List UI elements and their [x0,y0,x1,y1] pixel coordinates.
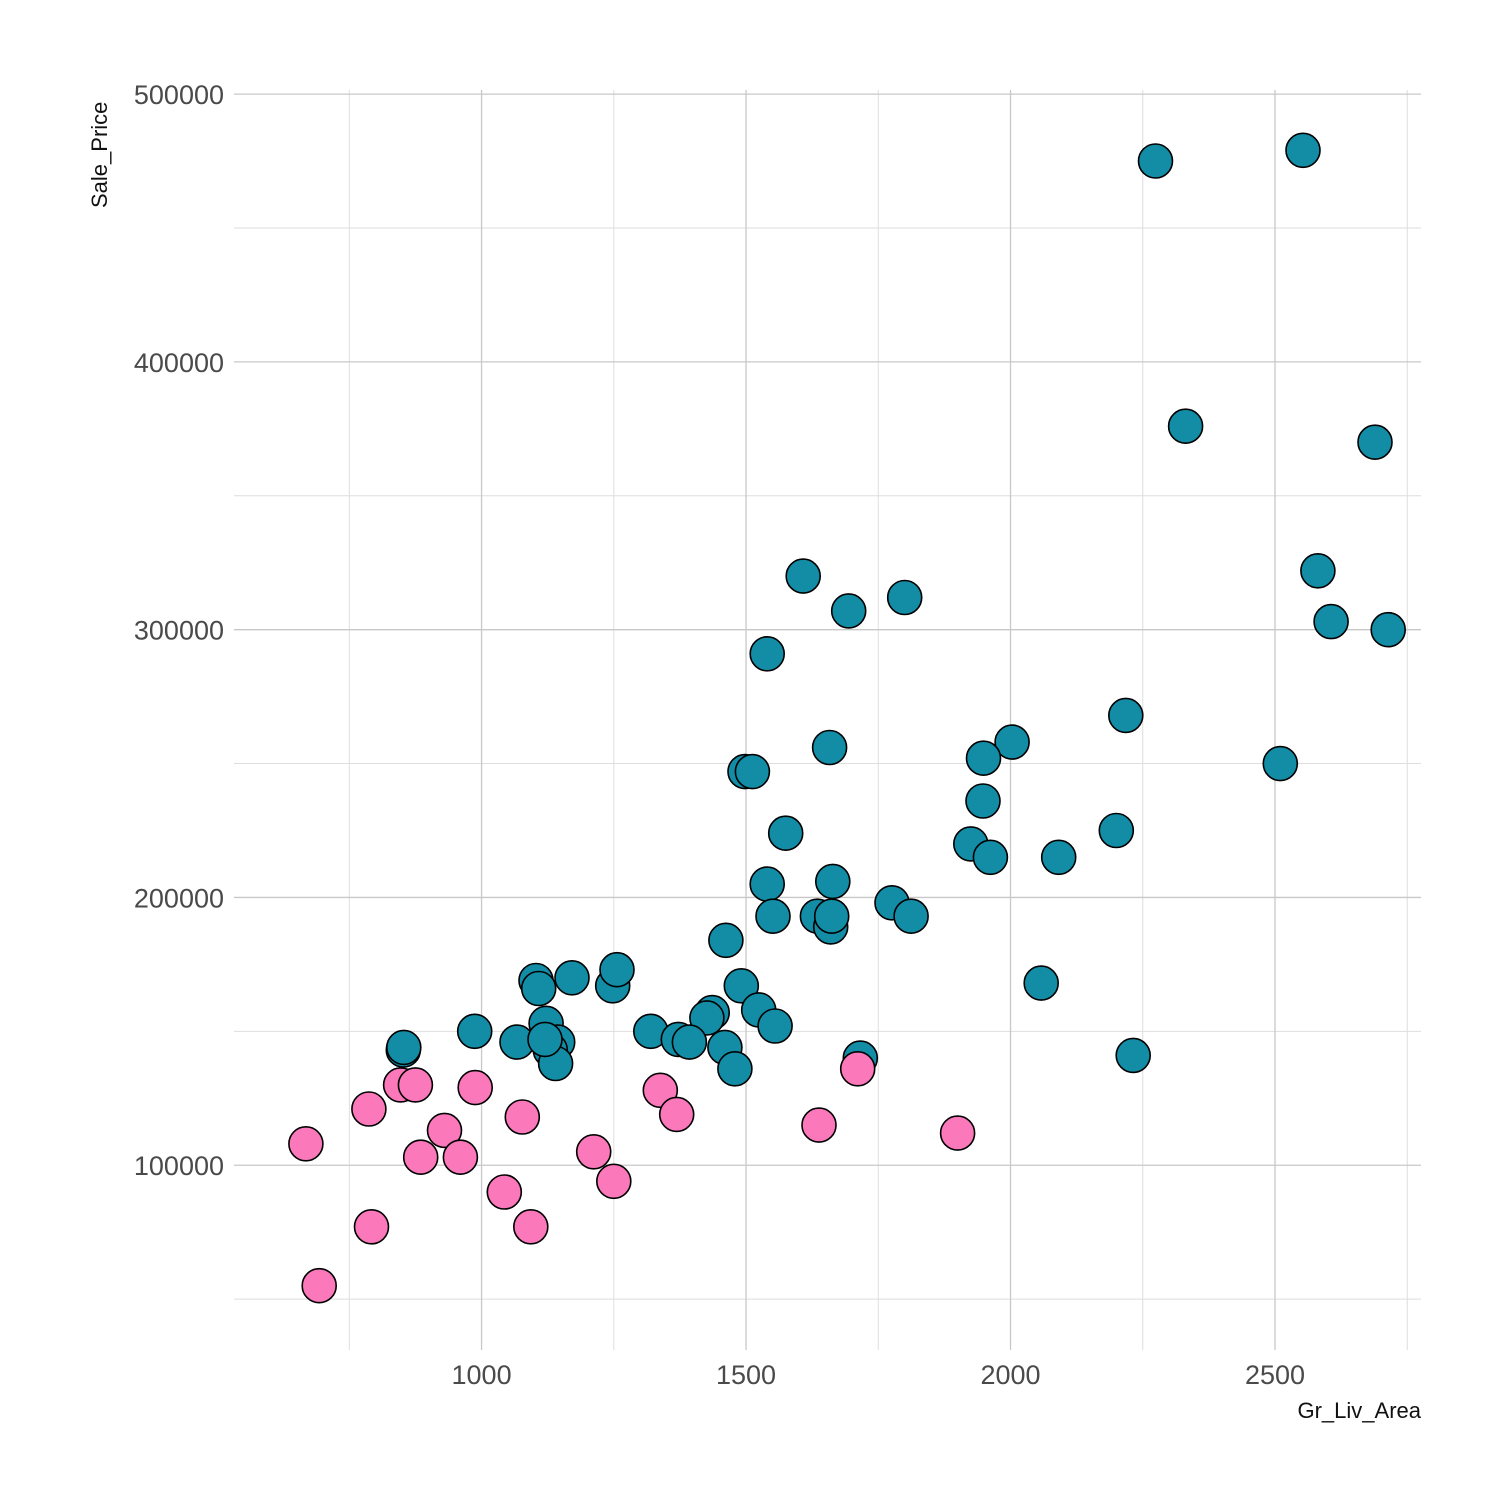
data-point [1300,552,1336,589]
data-point [1313,603,1349,640]
data-point [755,898,791,935]
data-point [554,959,590,996]
y-axis-tick-labels: 100000 200000 300000 400000 500000 [134,80,224,1181]
data-point [734,753,771,790]
data-point [1167,408,1204,445]
data-point [486,1174,523,1210]
data-point [457,1069,494,1106]
data-point [595,1163,632,1200]
data-point [1370,611,1406,648]
data-point [1108,697,1144,734]
data-point [385,1029,422,1066]
data-point [839,1051,876,1087]
y-tick-label: 400000 [134,348,224,378]
data-point [527,1021,563,1058]
x-axis-tick-labels: 1000 1500 2000 2500 [452,1360,1306,1390]
data-point [402,1139,439,1175]
data-point [1098,812,1135,849]
data-point [1040,839,1077,876]
data-point [749,635,786,672]
y-tick-label: 100000 [134,1151,224,1181]
data-point [512,1209,549,1245]
major-gridlines-y [234,93,1421,1166]
data-point [801,1107,837,1143]
y-tick-label: 500000 [134,80,224,110]
data-point [965,740,1002,777]
data-point [1285,132,1321,169]
y-tick-label: 200000 [134,883,224,913]
data-point [658,1096,695,1133]
data-point [426,1112,463,1149]
data-point [575,1134,612,1170]
data-point [456,1013,493,1050]
data-point [1137,143,1174,179]
data-point [749,866,786,902]
data-point [353,1209,390,1245]
data-point [814,863,851,900]
data-point [442,1139,479,1175]
data-point [397,1067,434,1103]
data-point [757,1008,793,1044]
data-point [886,579,923,616]
data-point [288,1126,324,1162]
y-tick-label: 300000 [134,616,224,646]
data-point [708,922,744,959]
minor-gridlines-x [348,90,1408,1350]
data-point [1357,424,1393,461]
x-tick-label: 1000 [452,1360,512,1390]
x-tick-label: 2500 [1245,1360,1305,1390]
major-gridlines-x [480,90,1276,1350]
x-tick-label: 2000 [980,1360,1040,1390]
data-point [811,729,848,766]
data-point [1023,965,1059,1001]
data-point [504,1099,541,1135]
data-point [723,967,760,1004]
data-point [830,593,867,629]
data-point [972,839,1009,876]
y-axis-title: Sale_Price [87,102,112,208]
data-point [671,1024,708,1060]
x-tick-label: 1500 [716,1360,776,1390]
data-point [599,951,635,988]
x-axis-title: Gr_Liv_Area [1297,1398,1421,1423]
data-point [965,783,1001,819]
data-point [813,898,850,935]
minor-gridlines-y [234,227,1421,1300]
data-point [893,898,929,935]
data-point [520,970,557,1007]
data-point [939,1115,976,1151]
data-point [785,558,822,594]
data-point [717,1051,753,1087]
data-point [994,724,1030,760]
data-point [767,815,804,852]
data-point [1115,1037,1151,1074]
data-points [288,132,1406,1304]
data-point [689,1000,725,1036]
data-point [351,1091,387,1127]
data-point [301,1267,338,1304]
data-point [1262,745,1299,782]
